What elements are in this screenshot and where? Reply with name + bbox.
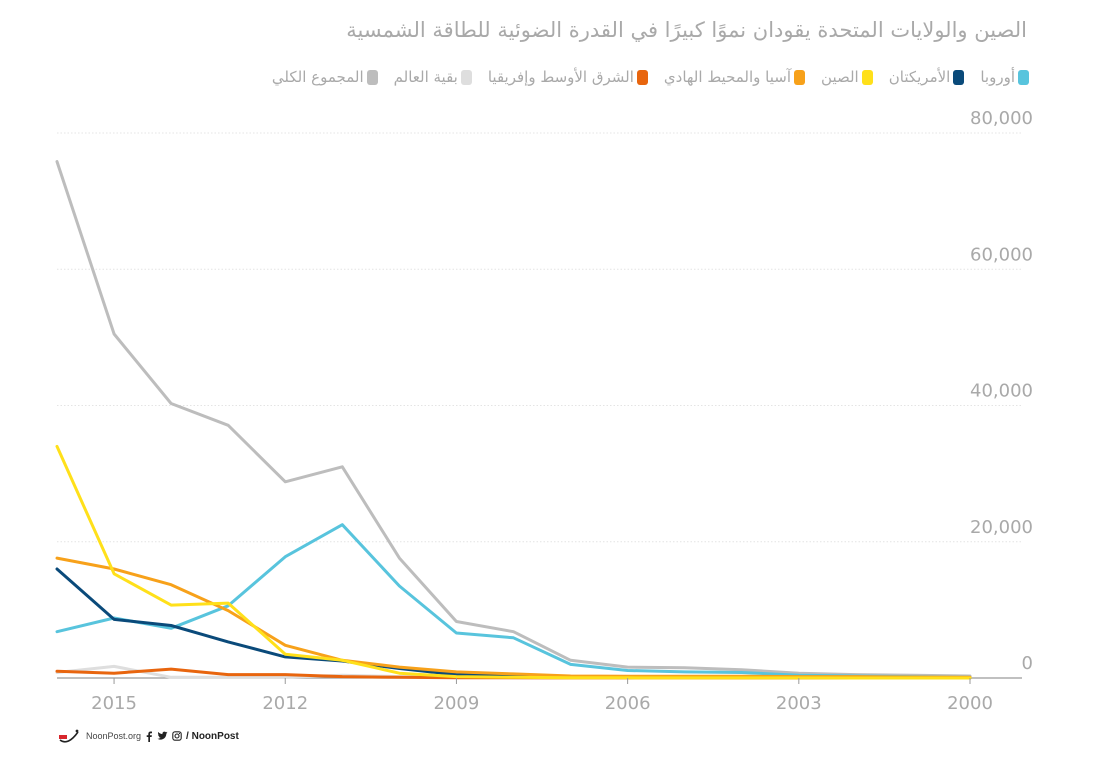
legend-label: أوروبا <box>980 68 1015 86</box>
legend-swatch <box>861 69 873 85</box>
legend-swatch <box>460 69 472 85</box>
twitter-icon[interactable] <box>157 731 168 741</box>
instagram-icon[interactable] <box>172 731 182 741</box>
facebook-icon[interactable] <box>145 731 153 742</box>
x-tick-label: 2006 <box>605 693 651 714</box>
series-line <box>55 160 972 678</box>
x-tick-label: 2012 <box>262 693 308 714</box>
legend-item[interactable]: أوروبا <box>980 68 1029 86</box>
x-tick-label: 2000 <box>947 693 993 714</box>
legend-swatch <box>636 69 648 85</box>
grid-layer <box>57 132 1022 679</box>
legend-item[interactable]: المجموع الكلي <box>272 68 378 86</box>
chart-legend: أوروبا الأمريكتان الصين آسيا والمحيط الهادي… <box>272 68 1029 86</box>
legend-label: الأمريكتان <box>888 68 951 86</box>
legend-item[interactable]: الصين <box>821 68 873 86</box>
series-line <box>55 567 972 680</box>
y-tick-label: 40,000 <box>970 381 1033 402</box>
legend-label: الصين <box>821 68 859 86</box>
series-layer <box>55 160 972 680</box>
legend-swatch <box>1018 69 1029 85</box>
legend-swatch <box>953 69 965 85</box>
legend-label: المجموع الكلي <box>271 68 364 86</box>
legend-label: بقية العالم <box>393 68 458 86</box>
brand-text: NoonPost.org <box>86 731 142 741</box>
legend-item[interactable]: الشرق الأوسط وإفريقيا <box>488 68 648 86</box>
noonpost-logo-icon <box>59 729 79 743</box>
series-line <box>55 523 972 679</box>
y-tick-label: 80,000 <box>970 108 1033 129</box>
x-tick-label: 2015 <box>91 693 137 714</box>
x-tick-label: 2003 <box>776 693 822 714</box>
series-line <box>55 444 972 680</box>
legend-swatch <box>366 69 378 85</box>
legend-swatch <box>794 69 806 85</box>
legend-item[interactable]: بقية العالم <box>394 68 472 86</box>
legend-item[interactable]: الأمريكتان <box>889 68 965 86</box>
footer: NoonPost.org / NoonPost <box>58 728 239 744</box>
tick-layer: 0 20,000 40,000 60,000 80,000 2015 2012 2009 200… <box>91 108 1033 714</box>
y-tick-label: 60,000 <box>970 244 1033 265</box>
y-tick-label: 20,000 <box>970 517 1033 538</box>
y-tick-label: 0 <box>1022 653 1033 674</box>
legend-item[interactable]: آسيا والمحيط الهادي <box>663 68 806 86</box>
legend-label: الشرق الأوسط وإفريقيا <box>487 68 634 86</box>
chart-title: الصين والولايات المتحدة يقودان نموًا كبي… <box>346 18 1027 42</box>
social-handle: / NoonPost <box>186 730 239 742</box>
x-tick-label: 2009 <box>434 693 480 714</box>
legend-label: آسيا والمحيط الهادي <box>663 68 792 86</box>
